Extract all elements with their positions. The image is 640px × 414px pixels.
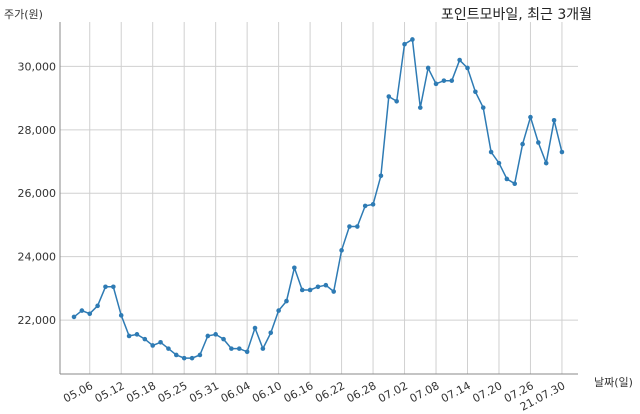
data-point (433, 81, 439, 87)
data-point (166, 346, 171, 351)
data-point (339, 248, 344, 253)
y-tick-label: 26,000 (18, 187, 57, 200)
data-point (441, 78, 447, 83)
data-point (410, 37, 415, 42)
data-point (504, 176, 510, 182)
data-point (79, 308, 85, 313)
data-point (386, 94, 392, 99)
data-point (449, 78, 455, 83)
x-tick-label: 07.20 (470, 379, 504, 405)
data-point (323, 282, 329, 288)
data-point (158, 339, 163, 345)
data-point (236, 346, 242, 351)
data-point (520, 141, 525, 147)
data-point (362, 203, 368, 209)
data-point (268, 330, 274, 336)
data-point (457, 57, 462, 63)
data-point (205, 333, 211, 339)
data-point (559, 149, 565, 155)
data-point (315, 284, 321, 290)
data-point (252, 325, 258, 331)
data-point (370, 202, 376, 207)
data-point (126, 333, 132, 339)
data-point (150, 343, 155, 348)
x-tick-label: 06.04 (219, 379, 253, 405)
x-tick-label: 06.10 (250, 379, 284, 405)
x-tick-label: 07.14 (439, 379, 473, 405)
data-point (260, 346, 266, 351)
data-point (347, 224, 352, 229)
x-tick-label: 05.31 (187, 379, 221, 405)
data-point (229, 346, 234, 351)
data-point (189, 355, 195, 361)
data-point (103, 284, 108, 290)
data-point (197, 352, 203, 358)
data-point (111, 284, 116, 290)
y-tick-label: 30,000 (18, 60, 57, 73)
x-tick-label: 07.02 (376, 379, 410, 405)
x-tick-label: 06.22 (313, 379, 347, 405)
data-point (307, 287, 313, 293)
data-point (473, 89, 478, 95)
data-point (378, 173, 384, 179)
data-point (465, 65, 470, 71)
data-point (276, 308, 281, 313)
data-point (355, 224, 360, 229)
data-point (221, 336, 226, 342)
data-point (299, 287, 305, 293)
data-point (528, 114, 533, 120)
data-point (425, 65, 431, 71)
y-tick-label: 28,000 (18, 124, 57, 137)
x-tick-label: 07.08 (408, 379, 442, 405)
y-tick-label: 24,000 (18, 251, 57, 264)
data-point (134, 332, 140, 337)
x-tick-label: 06.28 (345, 379, 379, 405)
data-point (118, 313, 124, 318)
data-point (292, 265, 297, 271)
data-point (402, 41, 407, 47)
x-axis-label: 날짜(일) (594, 376, 633, 389)
data-point (213, 332, 218, 337)
data-point (536, 140, 541, 145)
data-point (551, 118, 557, 123)
data-point (512, 181, 518, 187)
y-tick-label: 22,000 (18, 314, 57, 327)
data-point (331, 289, 337, 294)
data-point (87, 311, 93, 317)
chart-title: 포인트모바일, 최근 3개월 (440, 7, 592, 23)
data-point (244, 349, 250, 355)
data-point (174, 352, 179, 358)
data-point (394, 98, 399, 104)
data-point (417, 105, 423, 110)
x-tick-label: 05.12 (93, 379, 127, 405)
data-point (284, 298, 289, 304)
y-axis-label: 주가(원) (4, 8, 43, 21)
x-tick-label: 06.16 (282, 379, 316, 405)
data-point (142, 336, 148, 342)
data-point (496, 160, 502, 166)
data-point (543, 160, 549, 166)
data-point (95, 303, 100, 309)
x-tick-label: 05.25 (156, 379, 190, 405)
x-tick-label: 05.06 (61, 379, 95, 405)
series-line (73, 38, 563, 359)
data-point (480, 105, 486, 110)
data-point (488, 149, 494, 155)
data-point (181, 355, 187, 361)
x-tick-label: 05.18 (124, 379, 158, 405)
data-point (71, 314, 77, 320)
